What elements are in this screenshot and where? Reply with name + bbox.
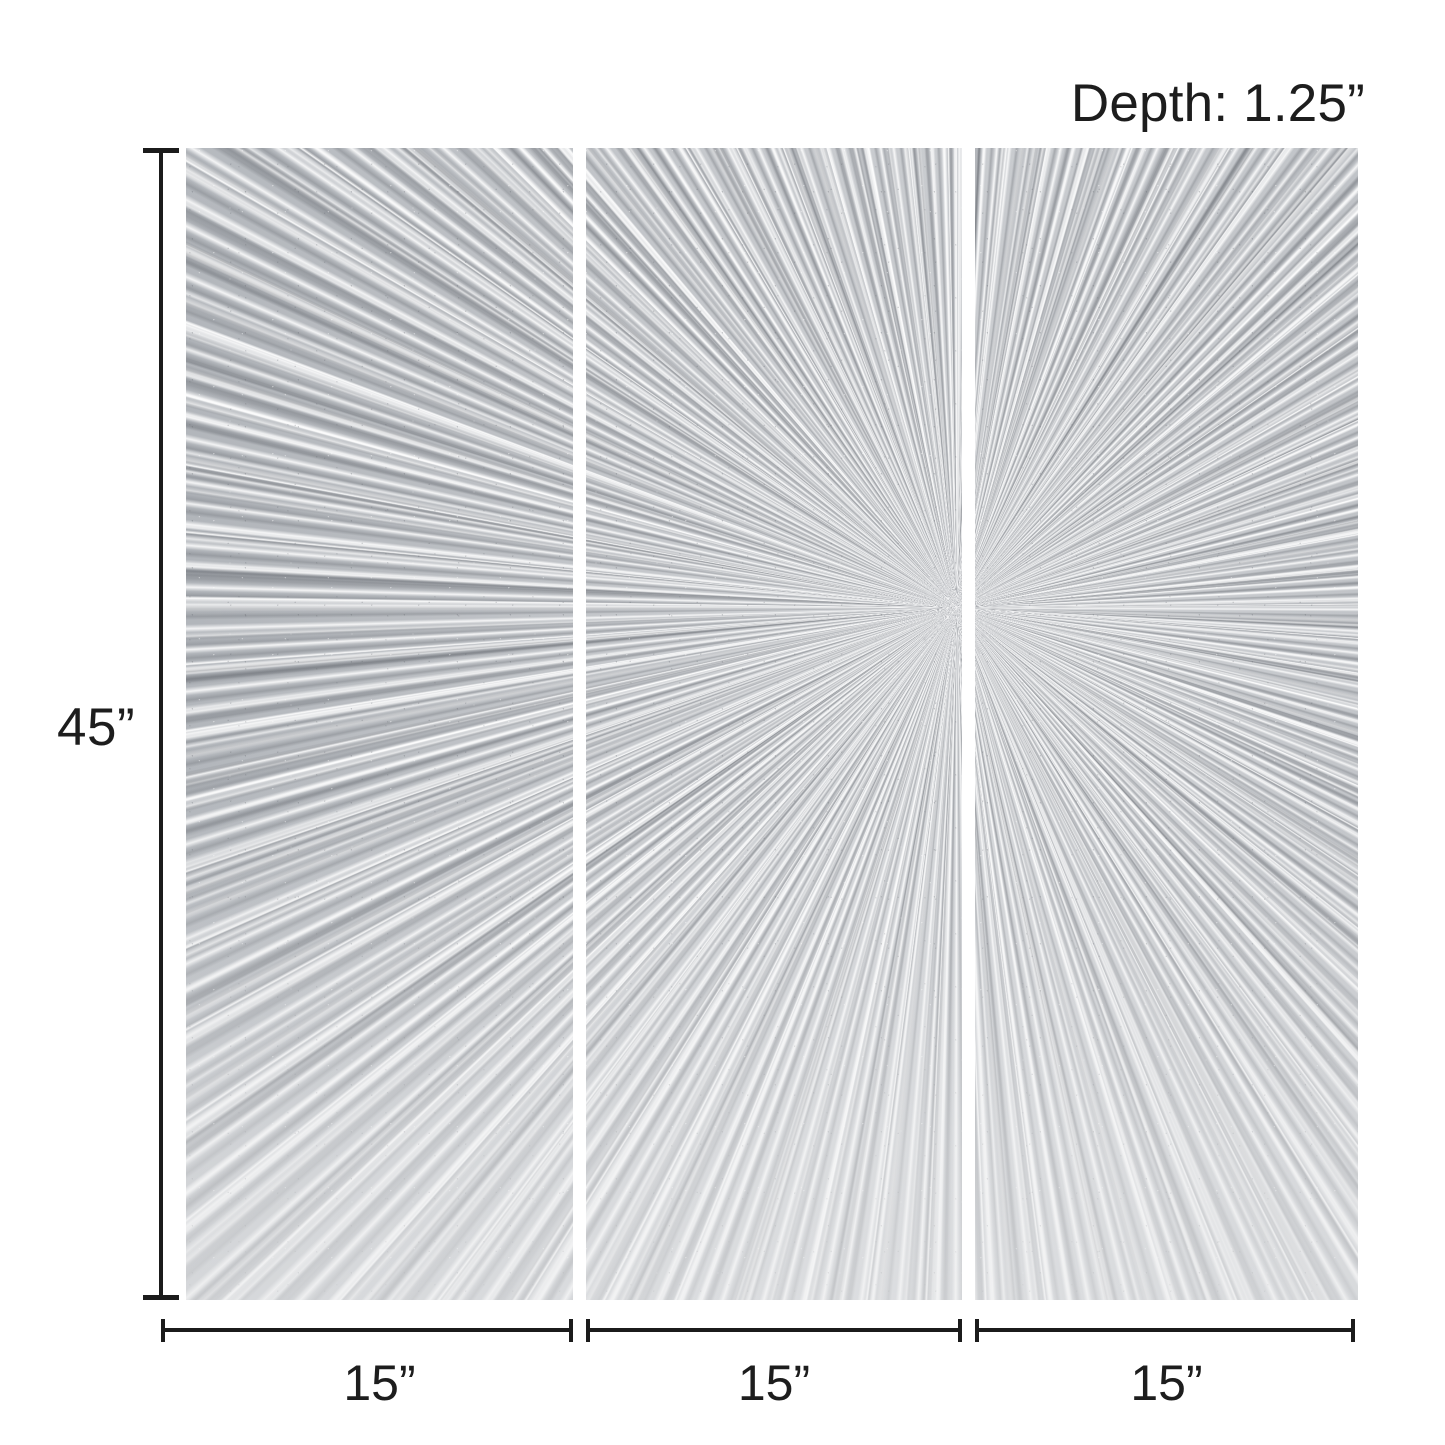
width-dimension-cap-1-start (161, 1319, 165, 1342)
panel-bottom-wash (586, 781, 962, 1300)
width-label-right: 15” (1130, 1355, 1203, 1411)
width-dimension-cap-3-end (1351, 1319, 1355, 1342)
starburst-texture (586, 148, 962, 1300)
width-dimension-cap-1-end (569, 1319, 573, 1342)
width-dimension-line-1 (161, 1328, 573, 1332)
panel-bottom-wash (186, 781, 573, 1300)
width-dimension-cap-3-start (975, 1319, 979, 1342)
width-dimension-line-3 (975, 1328, 1355, 1332)
width-dimension-line-2 (586, 1328, 962, 1332)
height-dimension-line (159, 148, 163, 1300)
width-label-center: 15” (737, 1355, 811, 1411)
starburst-texture (975, 148, 1358, 1300)
width-dimension-cap-2-start (586, 1319, 590, 1342)
height-label: 45” (57, 698, 136, 757)
art-panel-right (975, 148, 1358, 1300)
panel-bottom-wash (975, 781, 1358, 1300)
width-label-left: 15” (343, 1355, 416, 1411)
depth-label: Depth: 1.25” (1070, 74, 1365, 133)
starburst-texture (186, 148, 573, 1300)
art-panel-center (586, 148, 962, 1300)
height-dimension-cap-top (143, 148, 179, 153)
width-dimension-cap-2-end (958, 1319, 962, 1342)
height-dimension-cap-bottom (143, 1295, 179, 1300)
art-panel-left (186, 148, 573, 1300)
